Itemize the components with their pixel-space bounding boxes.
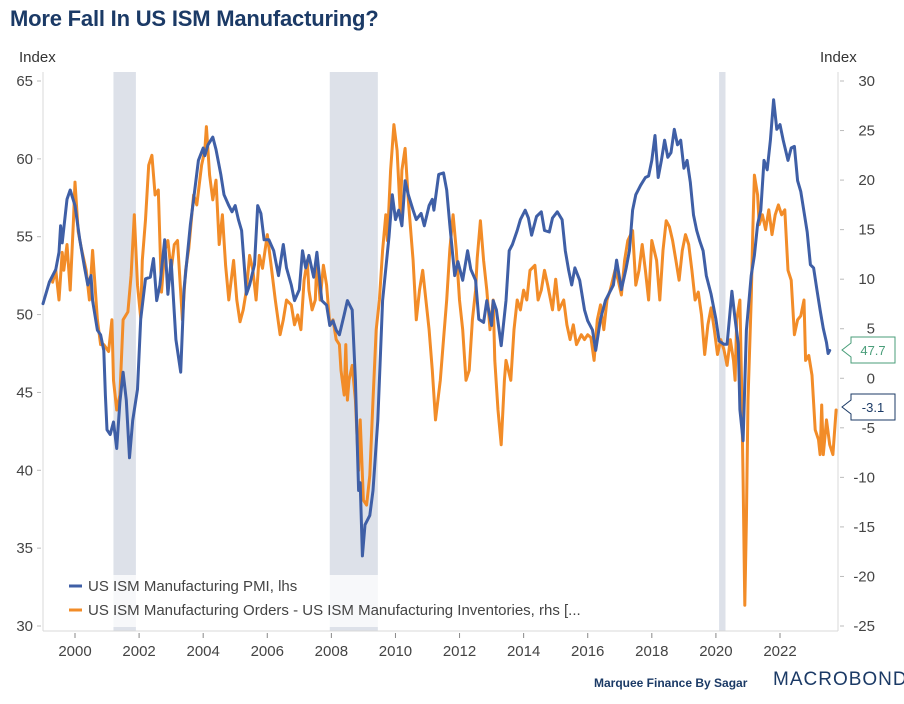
right-tick-label: -5 xyxy=(862,420,875,437)
chart-title: More Fall In US ISM Manufacturing? xyxy=(10,6,379,31)
legend-background xyxy=(58,575,663,627)
last-value-label-orders-inventories-box xyxy=(841,393,896,421)
x-tick-label: 2000 xyxy=(58,643,91,660)
left-axis-unit-label: Index xyxy=(19,49,56,66)
x-tick-label: 2018 xyxy=(635,643,668,660)
series-line-pmi xyxy=(41,98,832,558)
right-tick-label: 25 xyxy=(858,123,875,140)
x-tick-label: 2008 xyxy=(315,643,348,660)
axes: 30 35 40 45 50 55 60 65 -25 -20 -15 -10 -5 0 5 10 15 20 25… xyxy=(16,72,875,660)
x-tick-label: 2014 xyxy=(507,643,540,660)
last-value-label-pmi-text: 47.7 xyxy=(860,343,885,358)
x-tick-label: 2006 xyxy=(251,643,284,660)
last-value-label-pmi: 47.7 xyxy=(841,336,896,364)
right-tick-label: -25 xyxy=(853,618,875,635)
x-tick-label: 2012 xyxy=(443,643,476,660)
right-tick-label: 15 xyxy=(858,222,875,239)
x-tick-label: 2020 xyxy=(699,643,732,660)
last-value-label-orders-inventories: -3.1 xyxy=(841,393,896,421)
recession-band xyxy=(719,72,726,631)
legend: US ISM Manufacturing PMI, lhs US ISM Man… xyxy=(69,578,581,619)
right-tick-label: -20 xyxy=(853,568,875,585)
left-tick-label: 40 xyxy=(16,462,33,479)
last-value-label-orders-inventories-text: -3.1 xyxy=(862,400,884,415)
left-tick-label: 55 xyxy=(16,229,33,246)
left-tick-label: 30 xyxy=(16,618,33,635)
left-tick-label: 50 xyxy=(16,307,33,324)
right-tick-label: 10 xyxy=(858,271,875,288)
x-tick-label: 2022 xyxy=(763,643,796,660)
series-lines xyxy=(41,98,838,607)
series-line-orders-inventories xyxy=(51,123,838,607)
left-tick-label: 65 xyxy=(16,73,33,90)
right-tick-label: -10 xyxy=(853,469,875,486)
left-tick-label: 45 xyxy=(16,384,33,401)
right-tick-label: 20 xyxy=(858,172,875,189)
source-credit: Marquee Finance By Sagar xyxy=(594,676,748,690)
right-tick-label: 30 xyxy=(858,73,875,90)
x-tick-label: 2002 xyxy=(122,643,155,660)
right-tick-label: 5 xyxy=(867,321,875,338)
x-tick-label: 2004 xyxy=(186,643,219,660)
last-value-label-pmi-box xyxy=(841,336,896,364)
right-axis-unit-label: Index xyxy=(820,49,857,66)
macrobond-logo: MACROBOND xyxy=(773,669,904,690)
right-tick-label: 0 xyxy=(867,370,875,387)
legend-label-orders-inventories: US ISM Manufacturing Orders - US ISM Man… xyxy=(88,602,581,619)
right-tick-label: -15 xyxy=(853,519,875,536)
recession-band xyxy=(113,72,136,631)
left-tick-label: 60 xyxy=(16,151,33,168)
last-value-labels: 47.7 -3.1 xyxy=(841,336,896,421)
x-tick-label: 2016 xyxy=(571,643,604,660)
x-tick-label: 2010 xyxy=(379,643,412,660)
legend-label-pmi: US ISM Manufacturing PMI, lhs xyxy=(88,578,297,595)
left-tick-label: 35 xyxy=(16,540,33,557)
